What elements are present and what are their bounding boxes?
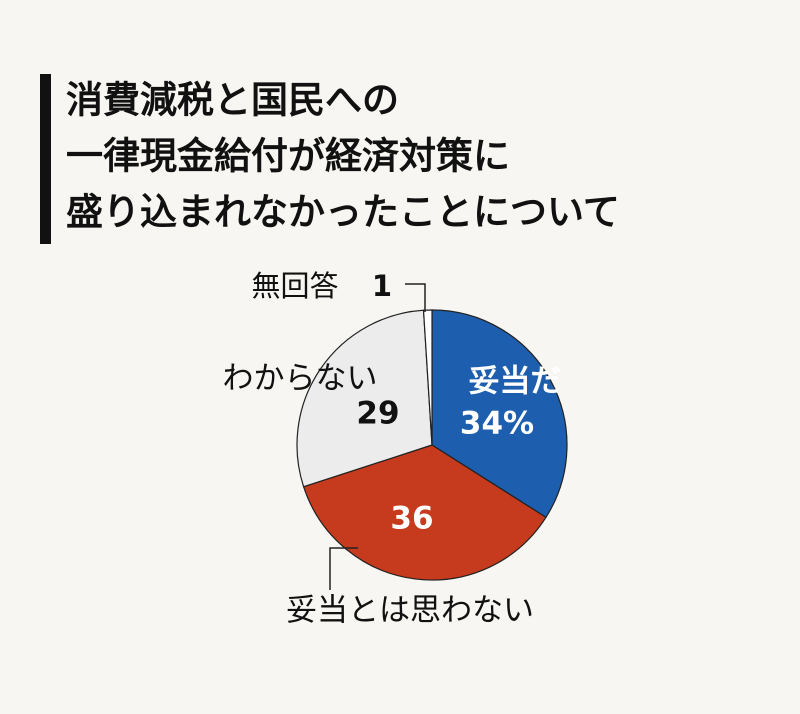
slice-label: わからない (223, 361, 378, 397)
value-label: 34% (460, 406, 534, 442)
slice-label: 無回答 (251, 269, 338, 303)
title-bar (40, 74, 51, 244)
slice-label: 妥当とは思わない (286, 593, 534, 629)
chart-title: 盛り込まれなかったことについて (66, 191, 620, 234)
pie-slice (296, 309, 433, 488)
pie-slice (422, 309, 433, 446)
value-label: 29 (356, 396, 399, 432)
pie-slice (431, 309, 568, 519)
chart-title: 一律現金給付が経済対策に (66, 135, 510, 178)
pie-slice (302, 444, 547, 581)
slice-label: 妥当だ (469, 364, 562, 400)
leader-line (329, 547, 358, 590)
leader-line (405, 283, 426, 312)
value-label: 1 (372, 269, 392, 303)
chart-title: 消費減税と国民への (66, 79, 399, 122)
value-label: 36 (390, 501, 433, 537)
